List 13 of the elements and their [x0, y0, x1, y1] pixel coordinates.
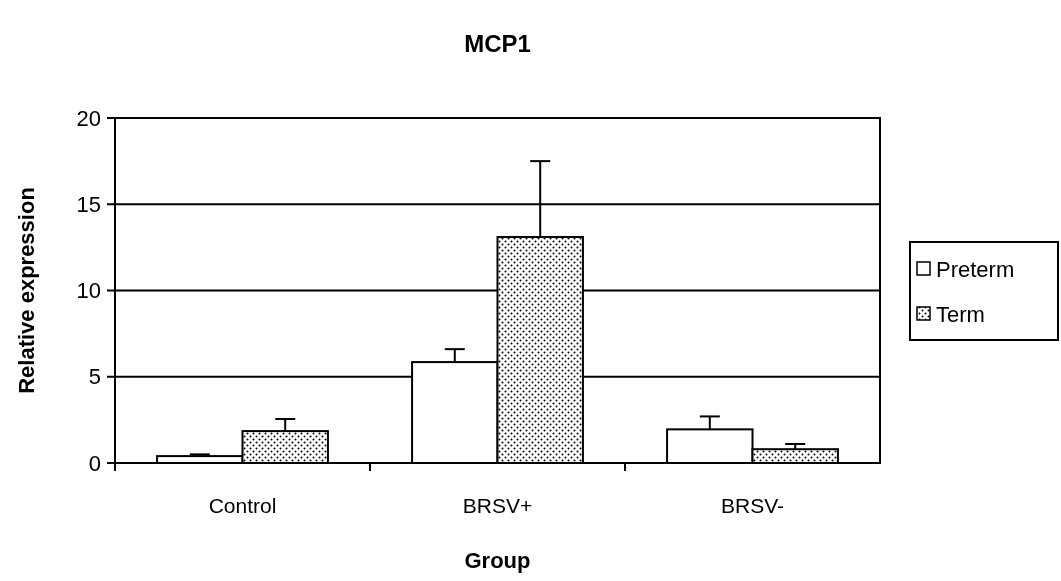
legend-label: Term — [936, 301, 985, 327]
y-tick-label: 20 — [76, 105, 101, 131]
y-axis-title: Relative expression — [14, 187, 39, 394]
y-tick-label: 0 — [88, 450, 101, 476]
y-tick-label: 15 — [76, 191, 101, 217]
y-tick-label: 5 — [88, 364, 101, 390]
y-tick-label: 10 — [76, 278, 101, 304]
chart-title: MCP1 — [464, 30, 531, 57]
x-tick-label: BRSV+ — [462, 494, 533, 517]
x-axis-title: Group — [464, 548, 531, 573]
x-tick-label: Control — [208, 494, 277, 517]
legend-label: Preterm — [936, 256, 1015, 282]
x-tick-label: BRSV- — [720, 494, 785, 517]
